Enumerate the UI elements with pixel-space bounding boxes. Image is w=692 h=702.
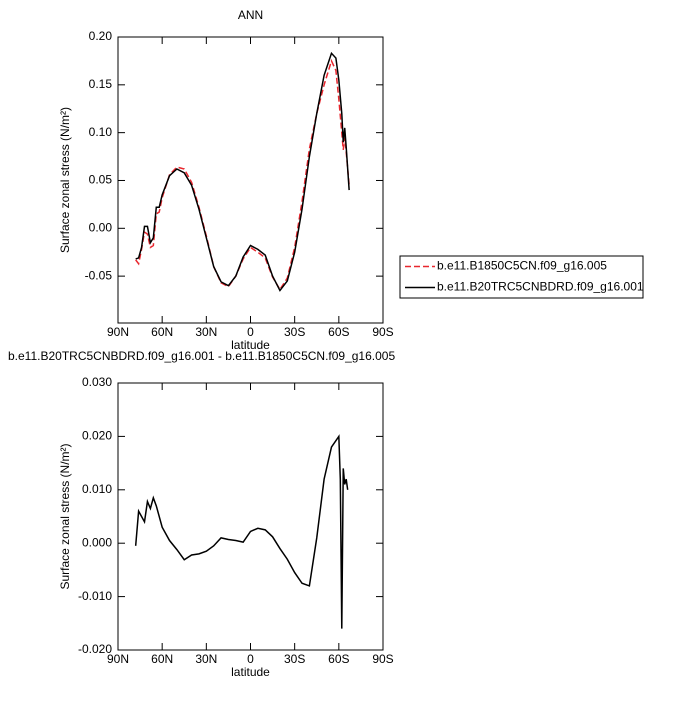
y-tick-label: 0.030: [82, 375, 112, 389]
x-tick-label: 30N: [195, 325, 217, 339]
x-tick-label: 60S: [328, 652, 349, 666]
y-tick-label: 0.020: [82, 429, 112, 443]
x-tick-label: 30S: [284, 652, 305, 666]
x-tick-label: 90N: [107, 652, 129, 666]
x-axis-label: latitude: [231, 665, 270, 679]
x-tick-label: 30N: [195, 652, 217, 666]
plot-frame: [117, 382, 384, 651]
y-axis-label: Surface zonal stress (N/m²): [58, 443, 72, 589]
x-tick-label: 60S: [328, 325, 349, 339]
legend-box: [399, 255, 644, 299]
y-tick-label: -0.010: [78, 589, 112, 603]
x-tick-label: 90S: [372, 652, 393, 666]
x-tick-label: 30S: [284, 325, 305, 339]
legend-label: b.e11.B20TRC5CNBDRD.f09_g16.001: [437, 280, 644, 294]
line-series: [135, 51, 350, 292]
x-tick-label: 90N: [107, 325, 129, 339]
plot-frame: [117, 36, 384, 324]
y-tick-label: 0.05: [89, 173, 113, 187]
line-series: [134, 434, 349, 629]
y-tick-label: 0.000: [82, 535, 112, 549]
chart-title: ANN: [238, 8, 263, 22]
y-tick-label: 0.15: [89, 77, 113, 91]
x-tick-label: 60N: [151, 325, 173, 339]
y-tick-label: 0.20: [89, 29, 113, 43]
x-tick-label: 90S: [372, 325, 393, 339]
y-tick-label: -0.020: [78, 642, 112, 656]
legend-label: b.e11.B1850C5CN.f09_g16.005: [437, 259, 607, 273]
line-series: [135, 58, 350, 291]
x-tick-label: 0: [247, 325, 254, 339]
y-tick-label: 0.010: [82, 482, 112, 496]
y-axis-label: Surface zonal stress (N/m²): [58, 107, 72, 253]
chart-title: b.e11.B20TRC5CNBDRD.f09_g16.001 - b.e11.…: [8, 349, 395, 363]
x-axis-label: latitude: [231, 338, 270, 352]
y-tick-label: 0.00: [89, 220, 113, 234]
y-tick-label: 0.10: [89, 125, 113, 139]
y-tick-label: -0.05: [85, 268, 113, 282]
x-tick-label: 60N: [151, 652, 173, 666]
x-tick-label: 0: [247, 652, 254, 666]
